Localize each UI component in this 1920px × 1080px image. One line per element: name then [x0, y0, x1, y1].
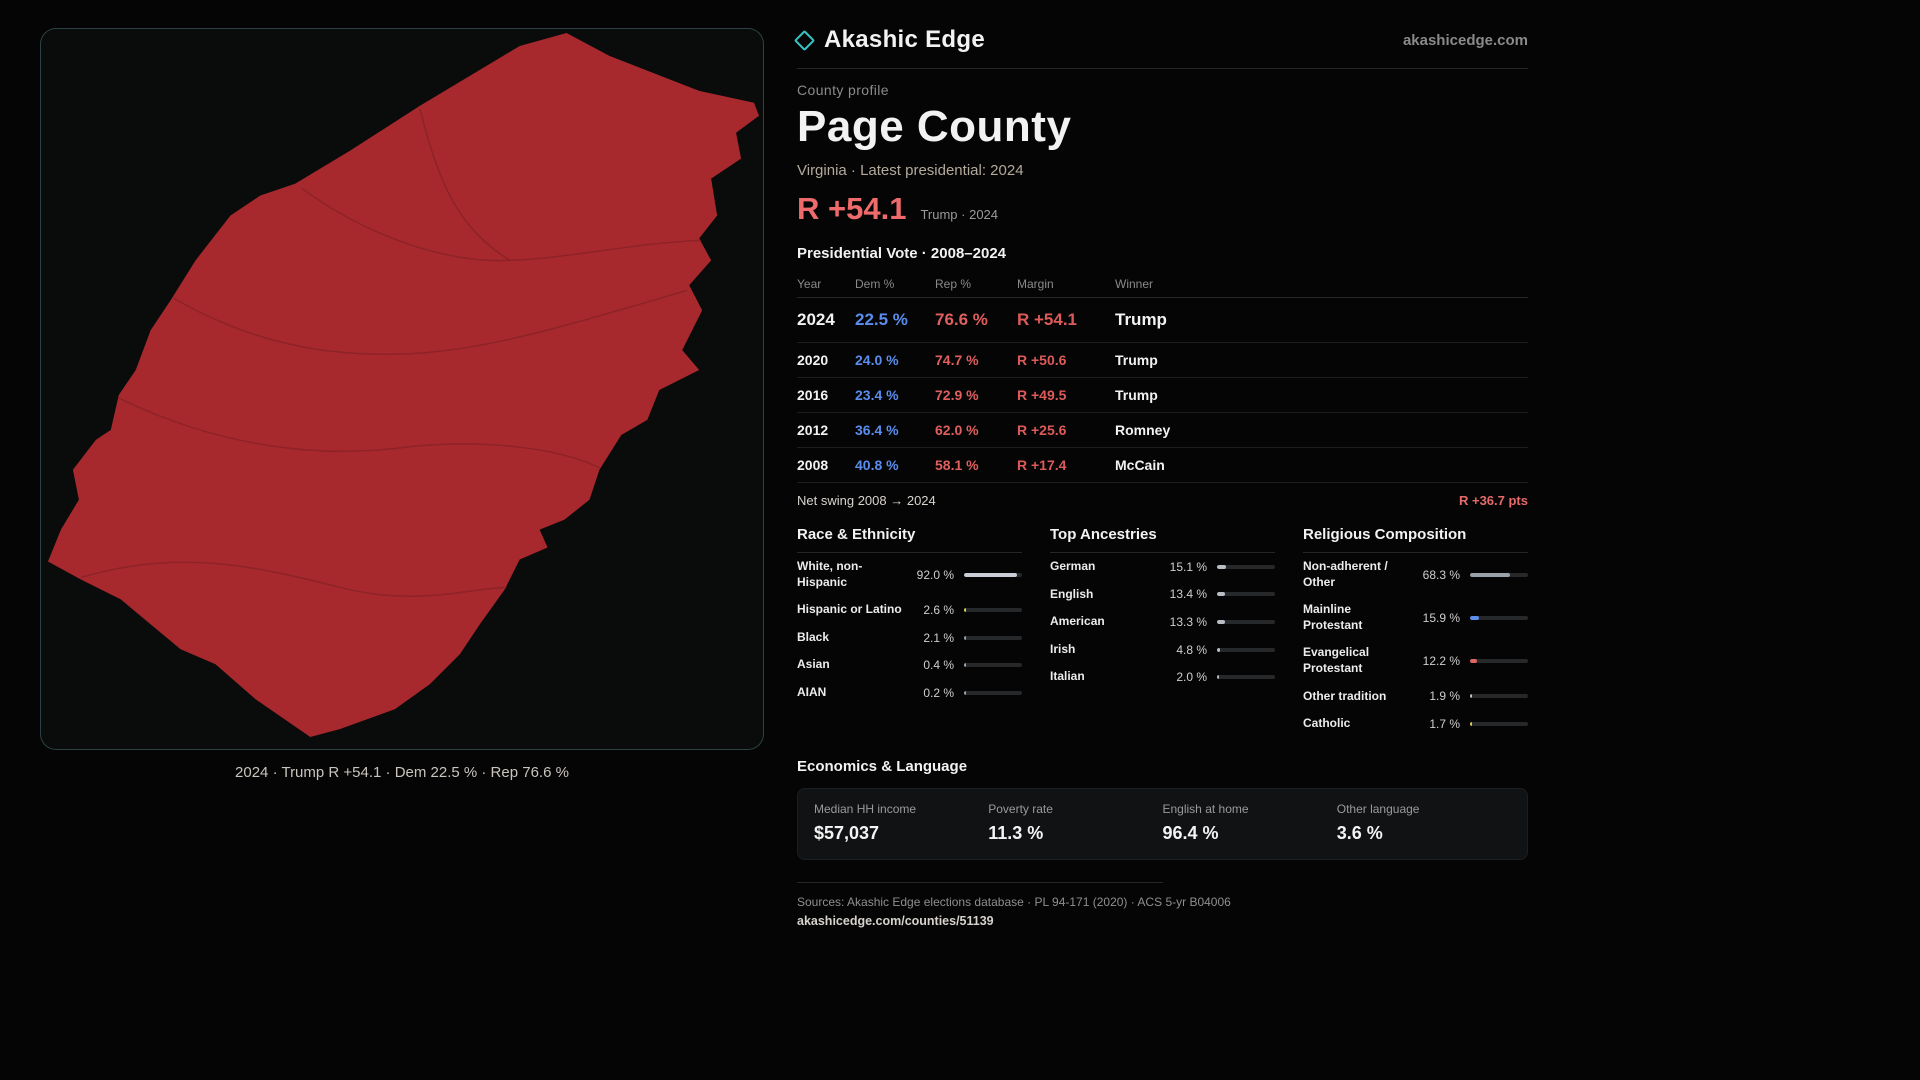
brand-name: Akashic Edge [824, 26, 985, 53]
bar-track [1470, 572, 1528, 577]
stat-english-at-home: English at home 96.4 % [1162, 801, 1249, 843]
list-item: English 13.4 % [1050, 581, 1275, 609]
list-item: AIAN 0.2 % [797, 679, 1022, 707]
section-title: Religious Composition [1303, 526, 1528, 553]
vote-table-title: Presidential Vote · 2008–2024 [797, 245, 1007, 262]
county-internal-boundaries [80, 108, 702, 598]
county-profile-panel: Akashic Edge akashicedge.com County prof… [793, 26, 1528, 930]
bar-track [1470, 658, 1528, 663]
footer-sources: Sources: Akashic Edge elections database… [797, 894, 1231, 909]
bar-fill [1217, 647, 1220, 652]
list-item: German 15.1 % [1050, 553, 1275, 581]
col-dem: Dem % [855, 277, 895, 291]
list-item: Mainline Protestant 15.9 % [1303, 596, 1528, 639]
bar-track [1470, 615, 1528, 620]
bar-fill [964, 635, 966, 640]
page-title: Page County [797, 102, 1072, 151]
bar-fill [1217, 592, 1225, 597]
col-year: Year [797, 277, 822, 291]
bar-fill [964, 607, 966, 612]
bar-fill [1470, 572, 1510, 577]
headline-margin-note: Trump · 2024 [920, 207, 999, 222]
headline-margin-value: R +54.1 [797, 191, 907, 226]
stat-other-language: Other language 3.6 % [1336, 801, 1420, 843]
map-section: 2024 · Trump R +54.1 · Dem 22.5 % · Rep … [40, 28, 764, 781]
bar-fill [1217, 619, 1225, 624]
county-map-svg [47, 32, 760, 738]
subtitle: Virginia · Latest presidential: 2024 [797, 162, 1024, 179]
list-item: Italian 2.0 % [1050, 663, 1275, 691]
list-item: Other tradition 1.9 % [1303, 683, 1528, 711]
headline-margin-row: R +54.1 Trump · 2024 [797, 191, 1528, 227]
list-item: Evangelical Protestant 12.2 % [1303, 639, 1528, 682]
bar-track [1470, 694, 1528, 699]
bar-track [1217, 564, 1275, 569]
table-row: 2016 23.4 % 72.9 % R +49.5 Trump [797, 378, 1528, 413]
economics-stats: Median HH income $57,037 Poverty rate 11… [797, 787, 1528, 860]
demographics: Race & Ethnicity White, non-Hispanic 92.… [797, 526, 1528, 738]
list-item: Irish 4.8 % [1050, 636, 1275, 664]
vote-table: Year Dem % Rep % Margin Winner 2024 22.5… [797, 270, 1528, 483]
bar-track [964, 607, 1022, 612]
bar-track [1217, 675, 1275, 680]
bar-fill [1217, 564, 1226, 569]
bar-track [964, 663, 1022, 668]
bar-fill [1217, 675, 1219, 680]
net-swing-value: R +36.7 pts [1458, 493, 1528, 508]
list-item: Catholic 1.7 % [1303, 710, 1528, 738]
bar-fill [964, 663, 966, 668]
bar-track [964, 572, 1022, 577]
bar-fill [964, 690, 966, 695]
bar-track [1470, 721, 1528, 726]
section-title: Race & Ethnicity [797, 526, 1022, 553]
stat-poverty-rate: Poverty rate 11.3 % [988, 801, 1053, 843]
map-caption: 2024 · Trump R +54.1 · Dem 22.5 % · Rep … [235, 764, 569, 781]
bar-track [964, 690, 1022, 695]
section-title: Top Ancestries [1050, 526, 1275, 553]
bar-fill [964, 572, 1018, 577]
bar-track [1217, 647, 1275, 652]
county-map-panel [40, 28, 764, 750]
header: Akashic Edge akashicedge.com [793, 26, 1528, 69]
brand-site-link[interactable]: akashicedge.com [1402, 31, 1528, 49]
table-row: 2012 36.4 % 62.0 % R +25.6 Romney [797, 413, 1528, 448]
brand-diamond-icon [793, 29, 816, 51]
list-item: Asian 0.4 % [797, 651, 1022, 679]
table-row: 2008 40.8 % 58.1 % R +17.4 McCain [797, 448, 1528, 483]
section-religious-composition: Religious Composition Non-adherent / Oth… [1303, 526, 1528, 738]
section-race-ethnicity: Race & Ethnicity White, non-Hispanic 92.… [797, 526, 1022, 738]
list-item: Black 2.1 % [797, 624, 1022, 652]
footer-permalink[interactable]: akashicedge.com/counties/51139 [797, 913, 994, 928]
list-item: Non-adherent / Other 68.3 % [1303, 553, 1528, 596]
economics-title: Economics & Language [797, 757, 968, 775]
bar-track [964, 635, 1022, 640]
col-rep: Rep % [935, 277, 972, 291]
bar-fill [1470, 615, 1480, 620]
list-item: American 13.3 % [1050, 608, 1275, 636]
col-winner: Winner [1115, 277, 1154, 291]
table-row: 2020 24.0 % 74.7 % R +50.6 Trump [797, 343, 1528, 378]
county-shape-page[interactable] [47, 32, 760, 738]
bar-fill [1470, 694, 1472, 699]
kicker: County profile [797, 82, 889, 98]
footer-divider [797, 881, 1163, 883]
bar-fill [1470, 721, 1472, 726]
section-top-ancestries: Top Ancestries German 15.1 % English 13.… [1050, 526, 1275, 738]
net-swing-row: Net swing 2008 → 2024 R +36.7 pts [797, 483, 1528, 518]
bar-fill [1470, 658, 1478, 663]
list-item: White, non-Hispanic 92.0 % [797, 553, 1022, 596]
vote-table-header: Year Dem % Rep % Margin Winner [797, 270, 1528, 298]
net-swing-label: Net swing 2008 → 2024 [797, 493, 936, 508]
col-margin: Margin [1017, 277, 1054, 291]
table-row: 2024 22.5 % 76.6 % R +54.1 Trump [797, 298, 1528, 343]
list-item: Hispanic or Latino 2.6 % [797, 596, 1022, 624]
bar-track [1217, 619, 1275, 624]
bar-track [1217, 592, 1275, 597]
stat-median-hh-income: Median HH income $57,037 [814, 801, 917, 843]
